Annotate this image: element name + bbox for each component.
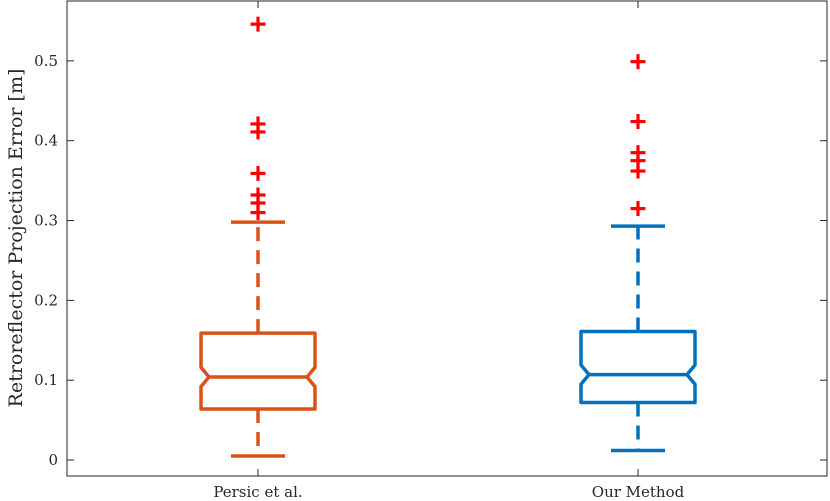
x-axis-ticks: Persic et al. Our Method — [213, 1, 685, 501]
y-tick-label: 0 — [48, 451, 58, 469]
outlier-marker — [250, 205, 266, 221]
y-axis-label: Retroreflector Projection Error [m] — [5, 69, 27, 408]
y-tick-label: 0.1 — [34, 371, 58, 389]
y-tick-label: 0.2 — [34, 291, 58, 309]
outlier-marker — [250, 165, 266, 181]
outlier-marker — [250, 16, 266, 32]
boxes — [199, 16, 697, 458]
outlier-marker — [630, 54, 646, 70]
notched-box — [579, 329, 697, 405]
plot-frame — [66, 0, 828, 477]
plot-background — [67, 1, 827, 476]
outlier-marker — [630, 201, 646, 217]
x-tick-label: Our Method — [592, 483, 685, 501]
y-tick-label: 0.3 — [34, 212, 58, 230]
y-tick-label: 0.4 — [34, 132, 58, 150]
y-axis-ticks: 0 0.1 0.2 0.3 0.4 0.5 — [34, 52, 827, 469]
y-tick-label: 0.5 — [34, 52, 58, 70]
outlier-marker — [630, 163, 646, 179]
box-2 — [579, 54, 697, 453]
notched-box — [199, 331, 317, 411]
box-1 — [199, 16, 317, 458]
outlier-marker — [630, 114, 646, 130]
outlier-marker — [250, 124, 266, 140]
x-tick-label: Persic et al. — [213, 483, 302, 501]
